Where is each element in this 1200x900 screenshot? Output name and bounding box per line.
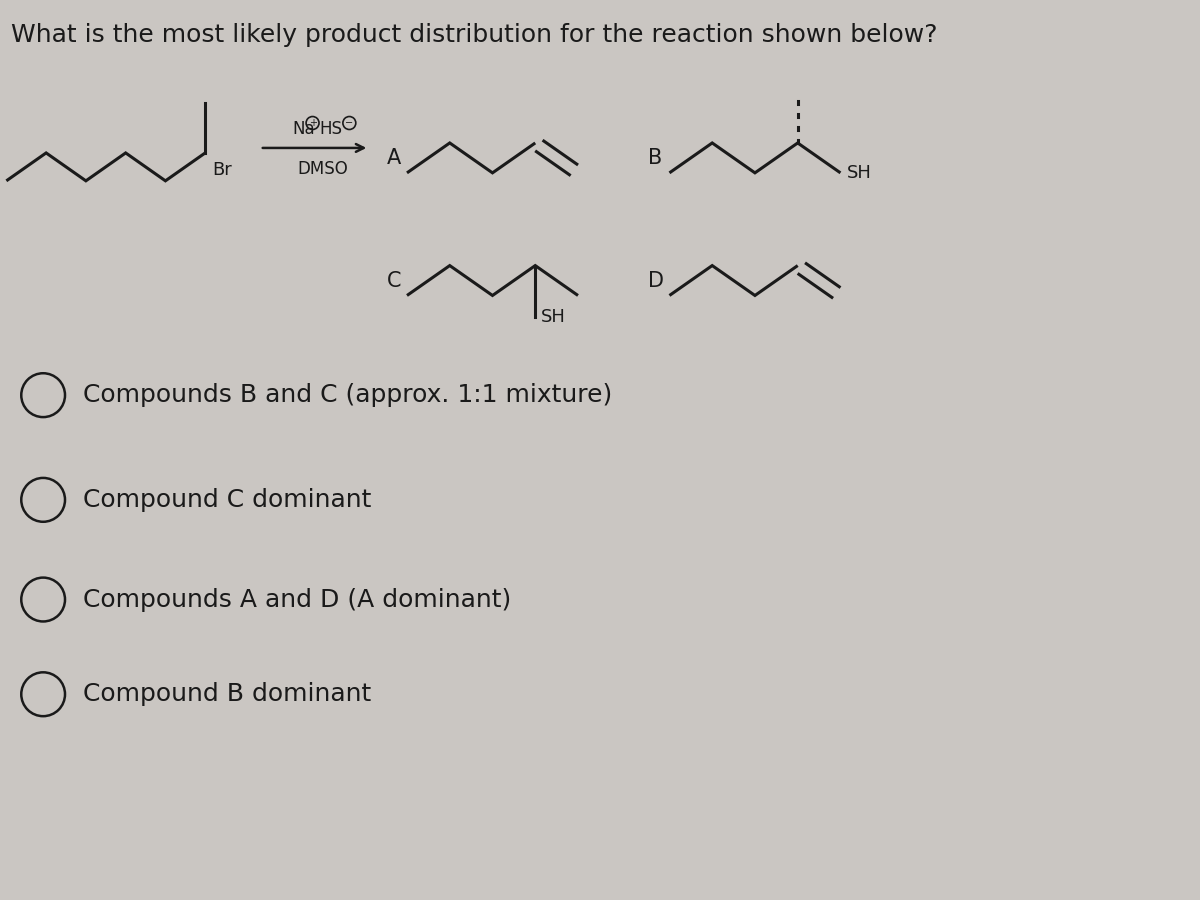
- Text: A: A: [388, 148, 401, 168]
- Text: C: C: [388, 271, 402, 291]
- Text: Compound B dominant: Compound B dominant: [83, 682, 371, 707]
- Text: What is the most likely product distribution for the reaction shown below?: What is the most likely product distribu…: [11, 23, 938, 48]
- Text: Na: Na: [292, 120, 314, 138]
- Text: DMSO: DMSO: [298, 160, 348, 178]
- Text: Compounds A and D (A dominant): Compounds A and D (A dominant): [83, 588, 511, 611]
- Text: HS: HS: [319, 120, 342, 138]
- Text: D: D: [648, 271, 664, 291]
- Text: −: −: [346, 118, 354, 128]
- Text: Compound C dominant: Compound C dominant: [83, 488, 371, 512]
- Text: SH: SH: [846, 164, 871, 182]
- Text: SH: SH: [541, 309, 566, 327]
- Text: Br: Br: [212, 161, 232, 179]
- Text: +: +: [308, 118, 317, 128]
- Text: Compounds B and C (approx. 1:1 mixture): Compounds B and C (approx. 1:1 mixture): [83, 383, 612, 407]
- Text: B: B: [648, 148, 662, 168]
